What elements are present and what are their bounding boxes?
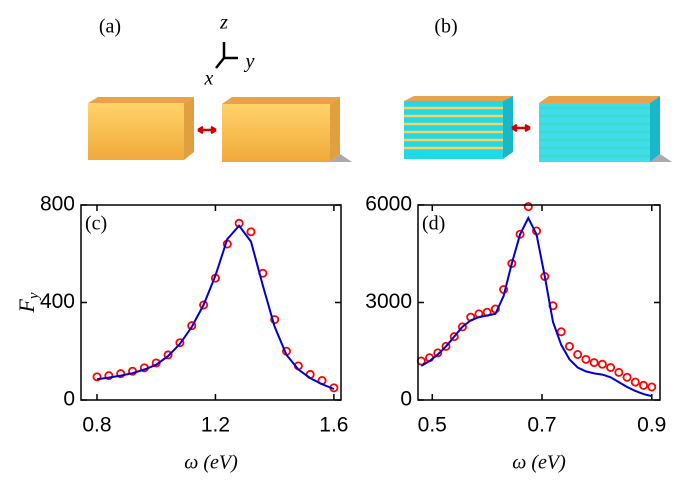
plot: 0.5 0.7 0.9 0 3000 6000 (d) ω (eV) [365, 193, 666, 474]
data-point [573, 349, 583, 359]
x-tick-label: 0.5 [418, 414, 447, 437]
data-point [433, 348, 443, 358]
data-point [92, 372, 102, 382]
data-point [163, 350, 173, 360]
data-point [606, 362, 616, 372]
data-point [556, 327, 566, 337]
panel-label: (a) [99, 16, 121, 38]
data-point [597, 359, 607, 369]
x-tick-label: 0.9 [637, 414, 666, 437]
y-tick-label: 0 [63, 388, 75, 411]
data-point [199, 300, 209, 310]
y-tick-label: 800 [40, 193, 75, 216]
x-tick-label: 0.8 [82, 414, 111, 437]
y-axis-label-main: F [14, 299, 39, 314]
data-point [622, 372, 632, 382]
y-axis-label-sub: y [26, 292, 42, 301]
data-point [647, 382, 657, 392]
panel-label: (d) [422, 213, 445, 235]
gold-blocks [88, 97, 352, 162]
data-point [104, 371, 114, 381]
data-point [246, 227, 256, 237]
data-point [589, 358, 599, 368]
data-point [581, 354, 591, 364]
layered-blocks [404, 96, 672, 162]
data-line [96, 224, 335, 390]
x-tick-label: 0.7 [527, 414, 556, 437]
data-point [441, 341, 451, 351]
data-point [614, 367, 624, 377]
panel-label: (c) [85, 213, 107, 235]
axis-label: x [204, 68, 214, 90]
axis-label: z [219, 12, 228, 34]
data-point [116, 369, 126, 379]
panel-label: (b) [434, 16, 457, 38]
axes-icon: z y x [204, 12, 255, 90]
axis-label: y [244, 51, 255, 73]
data-point [457, 322, 467, 332]
y-tick-label: 3000 [365, 290, 412, 313]
plot: 0.8 1.2 1.6 0 400 800 (c) ω (eV) Fy [14, 193, 348, 474]
plot-frame [80, 204, 342, 401]
x-axis-label: ω (eV) [512, 452, 566, 474]
y-axis-label: Fy [14, 292, 42, 313]
y-tick-label: 400 [40, 290, 75, 313]
data-point [187, 321, 197, 331]
data-line [420, 215, 653, 398]
data-point [564, 341, 574, 351]
data-point [523, 202, 533, 212]
x-tick-label: 1.2 [201, 414, 230, 437]
y-tick-label: 6000 [365, 193, 412, 216]
plot-frame [417, 204, 661, 401]
data-point [639, 380, 649, 390]
data-point [175, 338, 185, 348]
data-point [449, 332, 459, 342]
y-tick-label: 0 [400, 388, 412, 411]
data-point [630, 377, 640, 387]
x-tick-label: 1.6 [319, 414, 348, 437]
x-axis-label: ω (eV) [184, 452, 238, 474]
